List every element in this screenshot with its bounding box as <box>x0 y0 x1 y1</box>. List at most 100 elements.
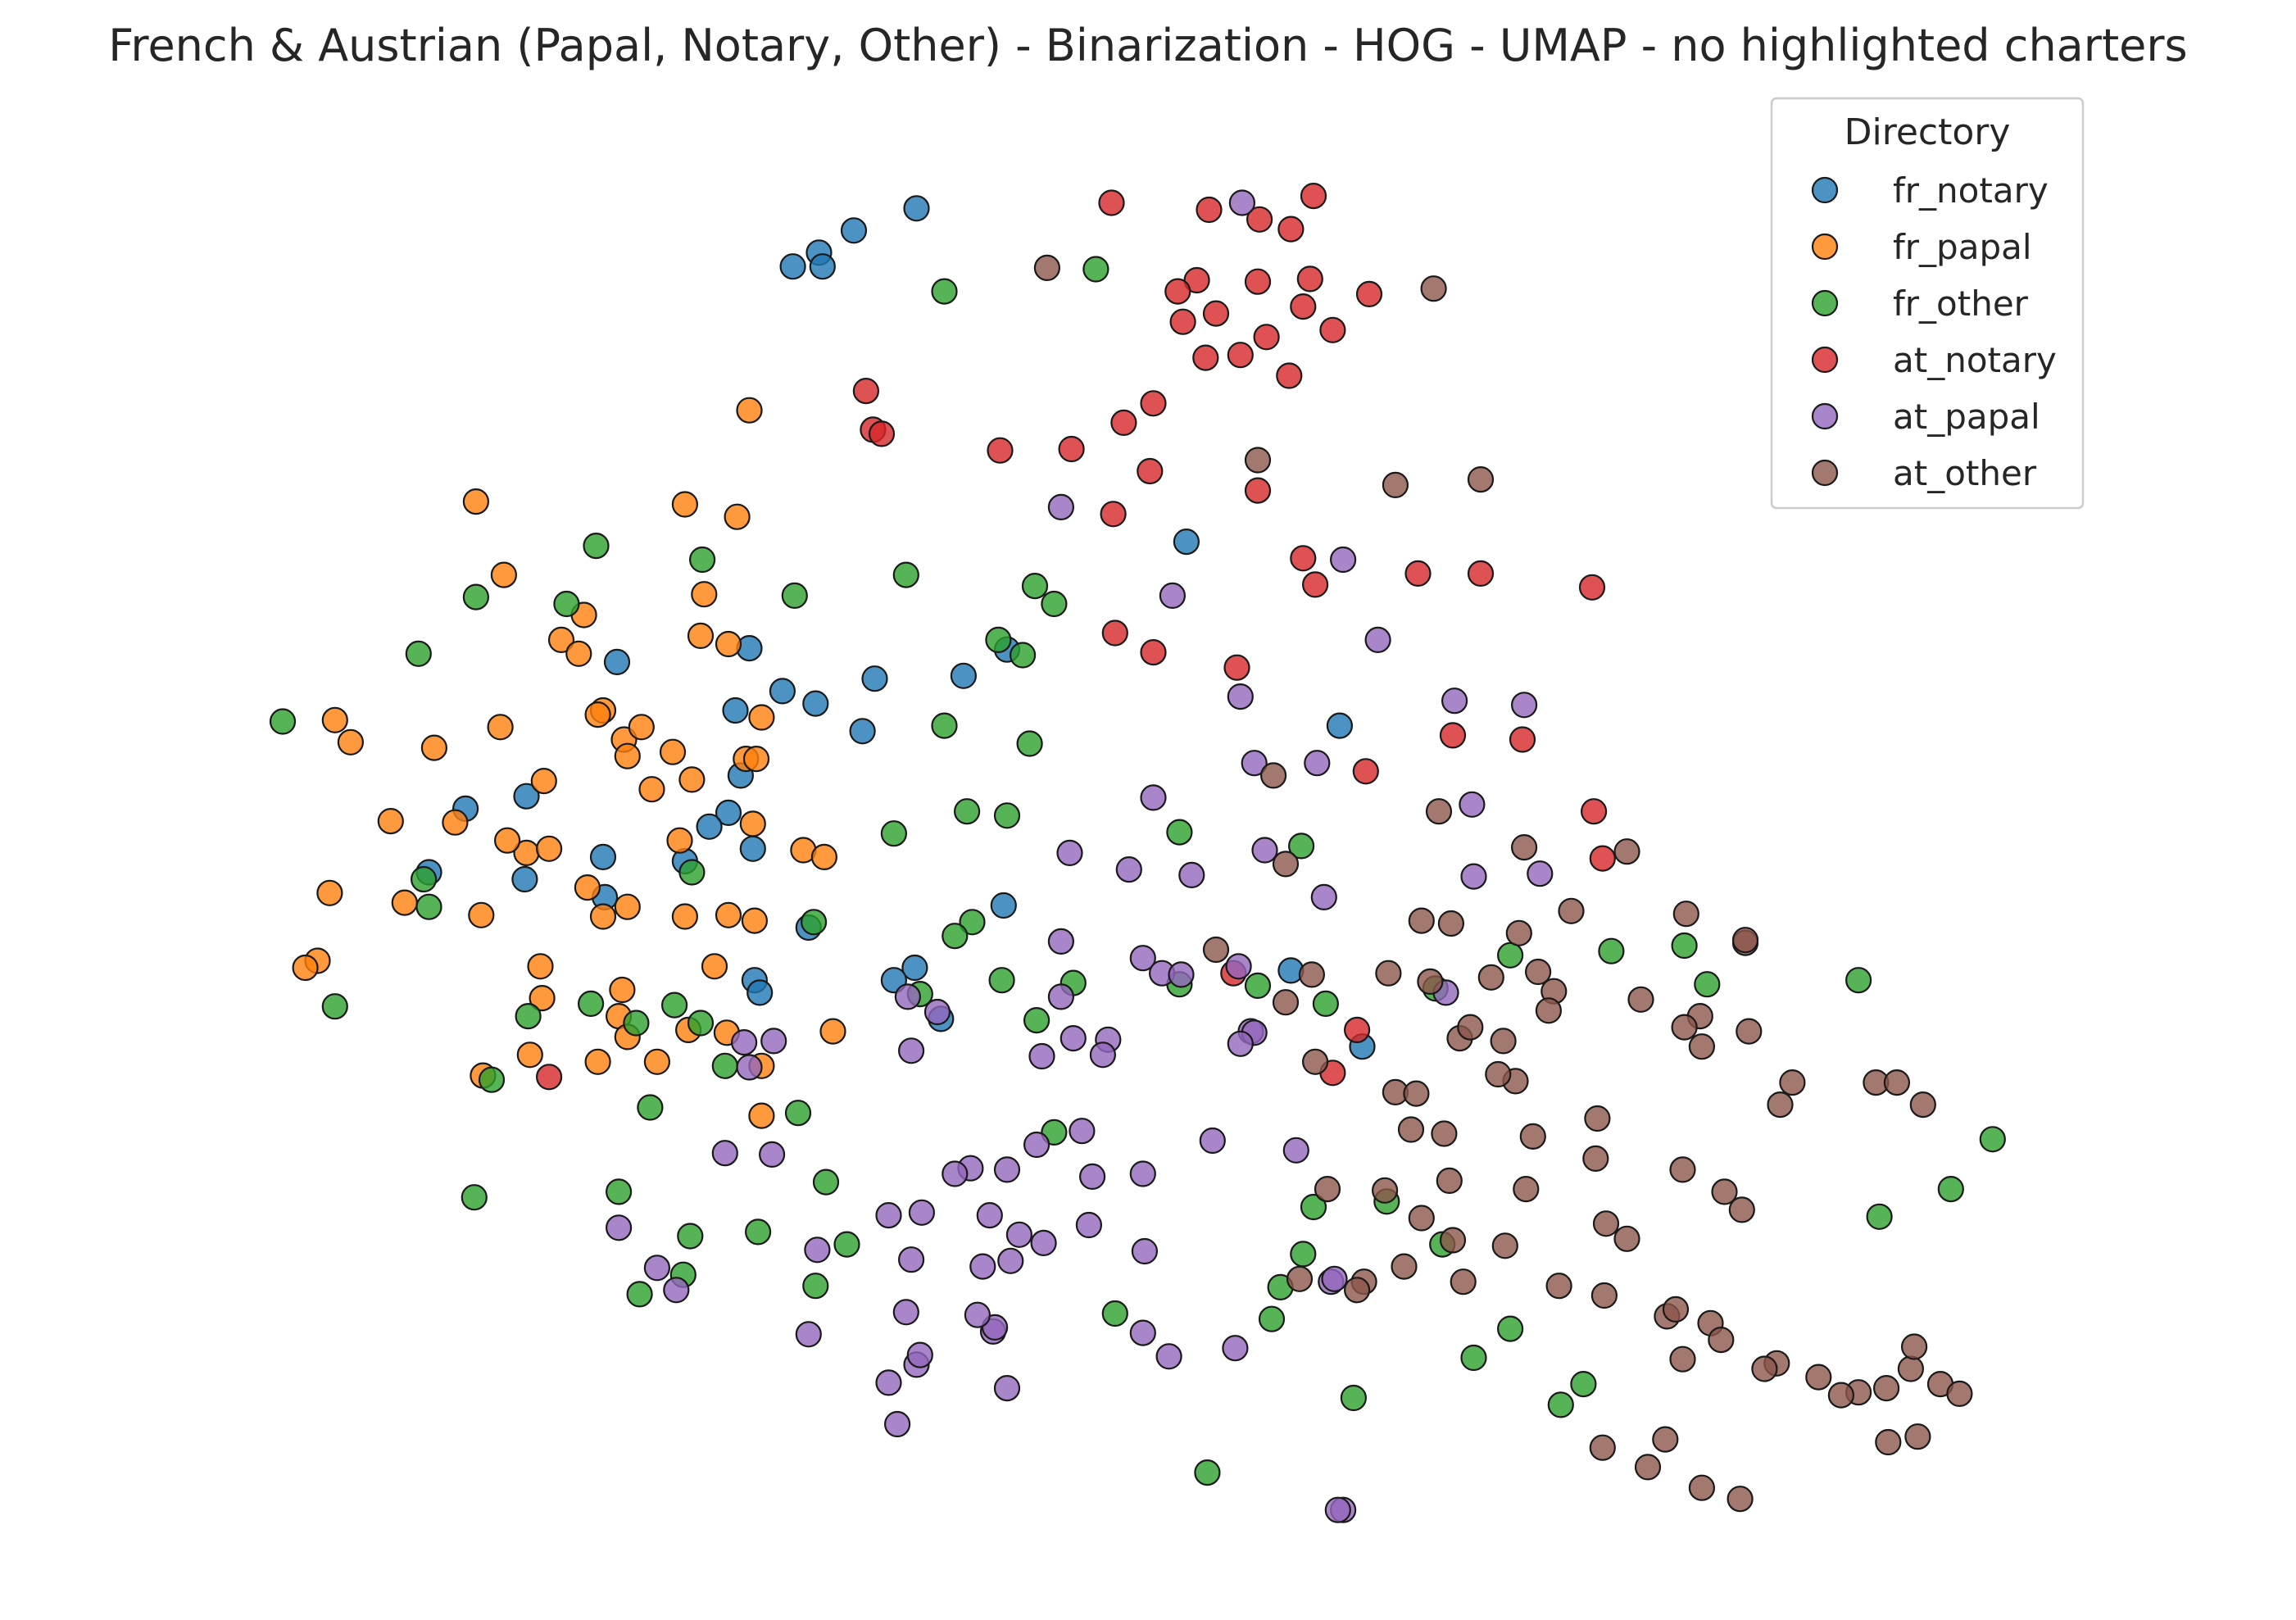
point-at_other-48 <box>1371 1177 1399 1204</box>
point-fr_papal-14 <box>487 714 514 741</box>
point-at_notary-11 <box>1296 265 1323 293</box>
point-fr_other-50 <box>461 1184 488 1211</box>
point-fr_other-51 <box>605 1178 633 1205</box>
point-fr_notary-14 <box>849 718 876 745</box>
point-at_papal-2 <box>1329 546 1357 574</box>
point-at_notary-13 <box>1319 316 1346 343</box>
point-at_other-76 <box>1897 1355 1924 1382</box>
point-at_other-77 <box>1901 1333 1928 1360</box>
point-at_papal-5 <box>1227 683 1254 710</box>
point-fr_papal-54 <box>819 1018 846 1045</box>
point-at_papal-15 <box>1178 861 1205 889</box>
point-at_notary-0 <box>1098 189 1125 216</box>
point-fr_other-49 <box>784 1100 812 1127</box>
point-at_other-22 <box>1524 958 1552 986</box>
point-at_other-88 <box>1883 1069 1910 1096</box>
point-at_other-89 <box>1909 1091 1936 1119</box>
point-at_papal-3 <box>1159 582 1187 610</box>
point-fr_other-13 <box>1009 642 1037 669</box>
point-at_other-75 <box>1827 1382 1854 1409</box>
point-fr_other-38 <box>1244 972 1272 1000</box>
point-at_other-50 <box>1711 1178 1738 1205</box>
point-fr_papal-42 <box>671 903 699 930</box>
point-fr_other-75 <box>1194 1459 1221 1486</box>
point-fr_other-39 <box>1312 990 1340 1018</box>
point-fr_other-12 <box>269 708 297 735</box>
point-at_papal-25 <box>923 998 951 1026</box>
point-at_papal-4 <box>1364 626 1391 654</box>
point-fr_papal-9 <box>715 630 742 658</box>
point-fr_other-27 <box>321 993 348 1020</box>
point-at_other-43 <box>1582 1145 1609 1173</box>
point-at_notary-24 <box>1058 435 1085 463</box>
point-fr_other-44 <box>1694 971 1721 998</box>
point-at_notary-9 <box>1202 300 1230 327</box>
legend-marker-fr_notary <box>1811 176 1839 204</box>
point-at_other-64 <box>1590 1282 1618 1309</box>
point-fr_papal-25 <box>678 766 706 793</box>
point-fr_notary-31 <box>746 979 774 1006</box>
point-at_notary-14 <box>1253 324 1280 351</box>
point-at_papal-76 <box>1321 1265 1348 1292</box>
point-at_other-4 <box>1467 465 1495 493</box>
point-fr_papal-21 <box>614 742 641 769</box>
point-fr_papal-4 <box>490 561 518 588</box>
point-at_other-86 <box>1652 1426 1679 1453</box>
point-at_notary-36 <box>1439 722 1467 749</box>
point-fr_papal-30 <box>739 810 766 837</box>
point-fr_other-8 <box>892 561 919 588</box>
point-fr_papal-48 <box>701 953 728 980</box>
point-fr_other-24 <box>800 909 828 936</box>
point-fr_papal-34 <box>810 843 838 871</box>
point-at_papal-64 <box>892 1299 919 1326</box>
point-fr_other-0 <box>931 278 958 305</box>
point-at_other-85 <box>1727 1486 1754 1513</box>
legend-label-fr_notary: fr_notary <box>1893 170 2049 211</box>
point-at_papal-65 <box>875 1369 902 1396</box>
point-fr_other-47 <box>478 1066 506 1093</box>
chart-title: French & Austrian (Papal, Notary, Other)… <box>108 20 2187 71</box>
point-fr_other-68 <box>1290 1241 1317 1268</box>
point-fr_papal-1 <box>462 488 490 515</box>
point-fr_other-65 <box>1866 1203 1893 1230</box>
point-fr_papal-3 <box>724 503 751 530</box>
point-at_other-66 <box>1662 1296 1690 1323</box>
point-fr_other-71 <box>1460 1344 1487 1372</box>
point-at_other-28 <box>1535 997 1563 1024</box>
legend-label-at_papal: at_papal <box>1893 397 2040 437</box>
point-fr_papal-26 <box>530 767 557 795</box>
point-fr_papal-55 <box>516 1041 543 1069</box>
point-at_papal-37 <box>1227 1030 1254 1057</box>
point-fr_notary-11 <box>722 697 749 724</box>
point-at_other-37 <box>1671 1014 1698 1041</box>
point-at_papal-24 <box>894 983 922 1010</box>
point-at_notary-26 <box>1244 477 1272 504</box>
point-fr_papal-37 <box>574 874 601 901</box>
point-at_other-53 <box>1513 1175 1540 1203</box>
point-at_other-39 <box>1779 1069 1806 1096</box>
point-at_papal-46 <box>758 1141 786 1168</box>
point-fr_other-18 <box>1166 819 1193 846</box>
point-at_other-8 <box>1272 851 1300 878</box>
point-at_other-80 <box>1904 1423 1931 1450</box>
point-at_other-63 <box>1545 1273 1572 1300</box>
point-fr_papal-23 <box>377 807 404 835</box>
point-fr_other-42 <box>1598 937 1625 964</box>
point-at_papal-1 <box>1047 493 1075 521</box>
legend-label-at_other: at_other <box>1893 453 2037 493</box>
legend-title: Directory <box>1845 111 2011 153</box>
point-at_papal-56 <box>643 1255 671 1282</box>
point-at_other-45 <box>1314 1175 1341 1203</box>
point-at_papal-11 <box>1459 791 1486 818</box>
point-fr_other-54 <box>812 1168 840 1196</box>
legend-label-fr_other: fr_other <box>1893 284 2029 324</box>
point-fr_papal-7 <box>687 622 715 650</box>
point-at_other-52 <box>1408 1205 1435 1232</box>
point-at_papal-72 <box>906 1341 933 1368</box>
point-at_papal-40 <box>1023 1131 1050 1159</box>
point-at_papal-39 <box>1069 1118 1096 1145</box>
point-at_notary-42 <box>1343 1016 1371 1044</box>
point-at_papal-30 <box>736 1054 763 1081</box>
point-fr_other-52 <box>677 1223 704 1250</box>
